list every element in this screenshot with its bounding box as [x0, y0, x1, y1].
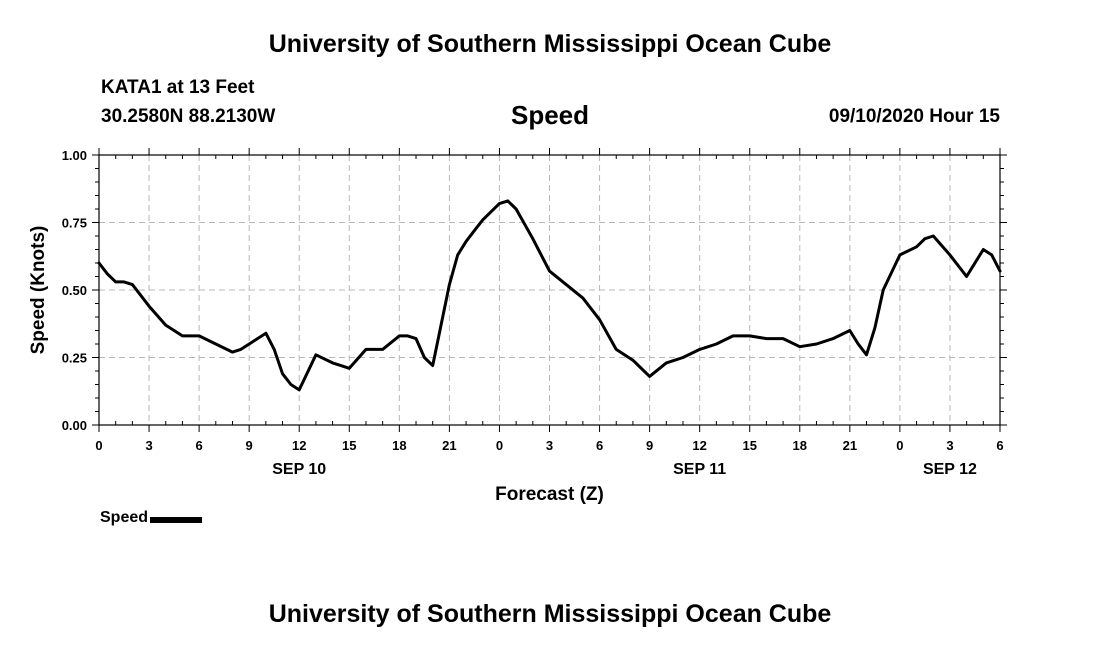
- legend-line-swatch: [150, 517, 203, 523]
- x-tick-label: 3: [145, 438, 152, 453]
- legend: Speed: [100, 509, 203, 527]
- x-tick-label: 18: [793, 438, 807, 453]
- x-tick-label: 0: [95, 438, 102, 453]
- x-tick-label: 6: [996, 438, 1003, 453]
- x-tick-label: 21: [843, 438, 857, 453]
- x-tick-label: 15: [742, 438, 756, 453]
- station-label: KATA1 at 13 Feet: [101, 77, 255, 98]
- x-tick-label: 6: [596, 438, 603, 453]
- x-tick-label: 9: [646, 438, 653, 453]
- station-coordinates: 30.2580N 88.2130W: [101, 106, 276, 127]
- x-tick-label: 9: [246, 438, 253, 453]
- x-tick-label: 0: [496, 438, 503, 453]
- legend-label: Speed: [100, 509, 149, 526]
- chart-title: Speed: [510, 100, 590, 130]
- x-axis-title: Forecast (Z): [495, 484, 604, 505]
- forecast-timestamp: 09/10/2020 Hour 15: [828, 106, 1000, 127]
- x-tick-label: 15: [342, 438, 356, 453]
- date-label: SEP 12: [923, 461, 977, 478]
- x-tick-label: 3: [946, 438, 953, 453]
- y-axis-title: Speed (Knots): [28, 226, 49, 355]
- y-tick-label: 1.00: [62, 148, 87, 163]
- y-tick-label: 0.75: [62, 216, 87, 231]
- x-tick-label: 18: [392, 438, 406, 453]
- series-line-speed: [97, 199, 1002, 392]
- y-tick-label: 0.50: [62, 283, 87, 298]
- speed-chart: 0 3 6 9 12 15 18 21 0 3 6 9 12 15 18 21 0 3 6 0.00 0.25 0.50 0…: [28, 148, 1007, 505]
- page-title: University of Southern Mississippi Ocean…: [268, 30, 832, 58]
- y-tick-label: 0.25: [62, 351, 87, 366]
- y-tick-label: 0.00: [62, 418, 87, 433]
- x-tick-label: 12: [692, 438, 706, 453]
- x-tick-label: 6: [195, 438, 202, 453]
- x-tick-label: 12: [292, 438, 306, 453]
- footer-title: University of Southern Mississippi Ocean…: [268, 600, 832, 628]
- date-label: SEP 10: [272, 461, 326, 478]
- x-tick-label: 21: [442, 438, 456, 453]
- x-tick-label: 3: [546, 438, 553, 453]
- x-tick-label: 0: [896, 438, 903, 453]
- date-label: SEP 11: [673, 461, 726, 478]
